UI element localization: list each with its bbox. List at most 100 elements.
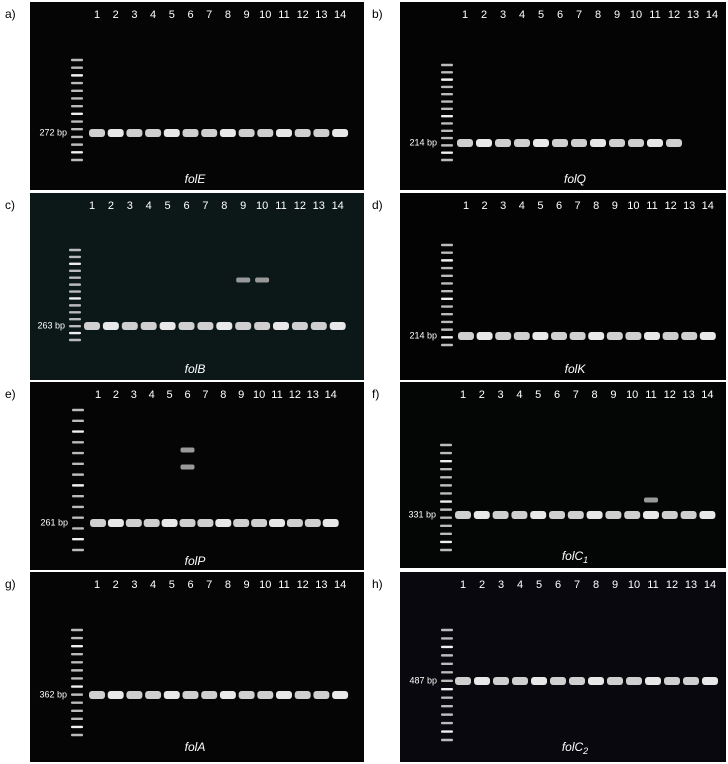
- dna-band: [163, 129, 180, 137]
- gel-image: [400, 572, 726, 762]
- lane-number: 10: [626, 389, 638, 401]
- ladder-band: [71, 112, 83, 116]
- lane-number: 4: [146, 200, 152, 212]
- dna-band: [458, 332, 474, 340]
- lane-number: 2: [108, 200, 114, 212]
- dna-band: [273, 322, 289, 330]
- dna-band: [276, 691, 292, 699]
- lane-number: 10: [259, 579, 271, 591]
- ladder-band: [441, 158, 453, 162]
- lane-number: 14: [702, 200, 714, 212]
- dna-band: [89, 691, 105, 699]
- lane-number: 14: [325, 389, 337, 401]
- lane-number: 3: [498, 389, 504, 401]
- lane-number: 9: [610, 389, 616, 401]
- lane-number: 2: [479, 389, 485, 401]
- ladder-band: [71, 81, 83, 85]
- ladder-band: [72, 484, 84, 487]
- dna-band: [238, 129, 255, 137]
- lane-number: 9: [240, 200, 246, 212]
- size-label: 272 bp: [39, 127, 67, 137]
- dna-band: [216, 322, 233, 330]
- lane-number: 13: [683, 200, 695, 212]
- lane-number: 4: [150, 579, 156, 591]
- lane-number: 9: [244, 9, 250, 21]
- lane-number: 14: [701, 389, 713, 401]
- ladder-band: [71, 158, 83, 162]
- lane-number: 4: [149, 389, 155, 401]
- gene-name: folP: [185, 554, 206, 568]
- lane-number: 14: [334, 9, 346, 21]
- ladder-band: [441, 721, 453, 725]
- lane-number: 12: [297, 9, 309, 21]
- dna-band: [107, 519, 124, 527]
- dna-band: [699, 332, 716, 340]
- dna-band: [511, 511, 528, 519]
- gel-image: [400, 193, 726, 380]
- ladder-band: [72, 516, 84, 519]
- gene-name: folK: [565, 362, 587, 376]
- size-label: 214 bp: [409, 330, 437, 340]
- size-label: 362 bp: [39, 689, 67, 699]
- gene-subscript: 1: [583, 555, 588, 565]
- dna-band: [495, 332, 512, 340]
- gene-name: folQ: [564, 172, 586, 186]
- ladder-band: [440, 476, 452, 479]
- lane-number: 11: [645, 389, 656, 401]
- ladder-band: [69, 276, 81, 279]
- dna-band: [126, 129, 143, 137]
- dna-band: [473, 511, 490, 519]
- ladder-band: [71, 717, 83, 721]
- lane-number: 13: [315, 579, 327, 591]
- ladder-band: [441, 107, 453, 111]
- ladder-band: [441, 688, 453, 691]
- ladder-band: [441, 63, 453, 67]
- lane-number: 11: [646, 200, 657, 212]
- ladder-band: [69, 318, 81, 321]
- dna-band: [552, 139, 568, 147]
- lane-number: 5: [536, 579, 542, 591]
- lane-number: 7: [202, 200, 208, 212]
- gene-name: folC1: [562, 549, 588, 565]
- dna-band: [625, 332, 642, 340]
- lane-number: 12: [668, 9, 680, 21]
- lane-number: 7: [575, 200, 581, 212]
- lane-number: 12: [664, 200, 676, 212]
- dna-band: [550, 677, 566, 685]
- dna-band: [495, 139, 511, 147]
- dna-band: [159, 322, 176, 330]
- dna-band: [140, 322, 157, 330]
- ladder-band: [71, 644, 83, 648]
- ladder-band: [71, 628, 83, 632]
- ladder-band: [441, 336, 453, 339]
- ladder-band: [69, 324, 81, 328]
- lane-number: 8: [220, 389, 226, 401]
- dna-band: [644, 497, 658, 503]
- lane-number: 1: [89, 200, 95, 212]
- ladder-band: [72, 505, 84, 509]
- ladder-band: [71, 128, 83, 131]
- lane-number: 12: [666, 579, 678, 591]
- ladder-band: [69, 297, 81, 300]
- lane-number: 4: [516, 389, 522, 401]
- lane-number: 4: [150, 9, 156, 21]
- ladder-band: [441, 259, 453, 262]
- dna-band: [121, 322, 138, 330]
- panel-label: g): [5, 577, 16, 591]
- ladder-band: [441, 243, 453, 247]
- dna-band: [329, 322, 346, 330]
- lane-number: 7: [573, 389, 579, 401]
- lane-number: 8: [593, 579, 599, 591]
- dna-band: [179, 519, 196, 527]
- dna-band: [644, 332, 660, 340]
- ladder-band: [441, 738, 453, 742]
- panel-label: b): [372, 7, 383, 21]
- ladder-band: [441, 328, 453, 331]
- dna-band: [125, 519, 142, 527]
- ladder-band: [441, 122, 453, 125]
- lane-number: 5: [165, 200, 171, 212]
- lane-number: 6: [555, 579, 561, 591]
- lane-number: 4: [519, 200, 525, 212]
